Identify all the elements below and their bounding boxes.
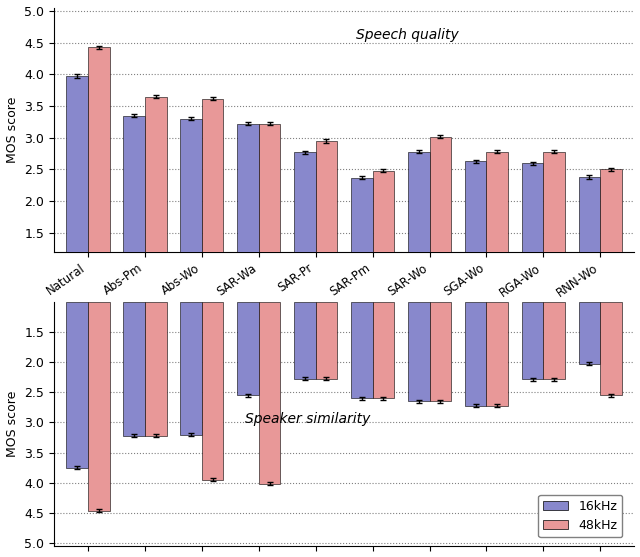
Bar <box>522 163 543 328</box>
Bar <box>465 302 486 405</box>
Bar <box>316 141 337 328</box>
Bar <box>316 302 337 379</box>
Bar <box>429 136 451 328</box>
Bar <box>88 47 109 328</box>
Bar <box>486 302 508 405</box>
Bar <box>408 302 429 402</box>
Bar <box>145 302 166 436</box>
Bar <box>465 161 486 328</box>
Bar <box>202 302 223 480</box>
Bar <box>408 152 429 328</box>
Bar <box>351 178 372 328</box>
Bar <box>543 152 565 328</box>
Text: Speech quality: Speech quality <box>356 27 458 42</box>
Bar <box>145 97 166 328</box>
Bar <box>486 152 508 328</box>
Bar <box>522 302 543 379</box>
Bar <box>294 153 316 328</box>
Bar <box>259 124 280 328</box>
Y-axis label: MOS score: MOS score <box>6 97 19 163</box>
Bar <box>579 302 600 364</box>
Bar <box>180 302 202 434</box>
Bar <box>124 302 145 436</box>
Bar <box>180 119 202 328</box>
Bar <box>429 302 451 402</box>
Bar <box>88 302 109 511</box>
Bar <box>237 302 259 395</box>
Y-axis label: MOS score: MOS score <box>6 391 19 457</box>
Bar <box>372 302 394 398</box>
Bar <box>294 302 316 379</box>
Text: Speaker similarity: Speaker similarity <box>245 412 371 426</box>
Bar <box>67 302 88 468</box>
Legend: 16kHz, 48kHz: 16kHz, 48kHz <box>538 495 622 537</box>
Bar <box>372 170 394 328</box>
Bar <box>543 302 565 379</box>
Bar <box>351 302 372 398</box>
Bar <box>259 302 280 484</box>
Bar <box>124 116 145 328</box>
Bar <box>600 169 622 328</box>
Bar <box>579 177 600 328</box>
Bar <box>600 302 622 395</box>
Bar <box>67 76 88 328</box>
Bar <box>202 99 223 328</box>
Bar <box>237 124 259 328</box>
